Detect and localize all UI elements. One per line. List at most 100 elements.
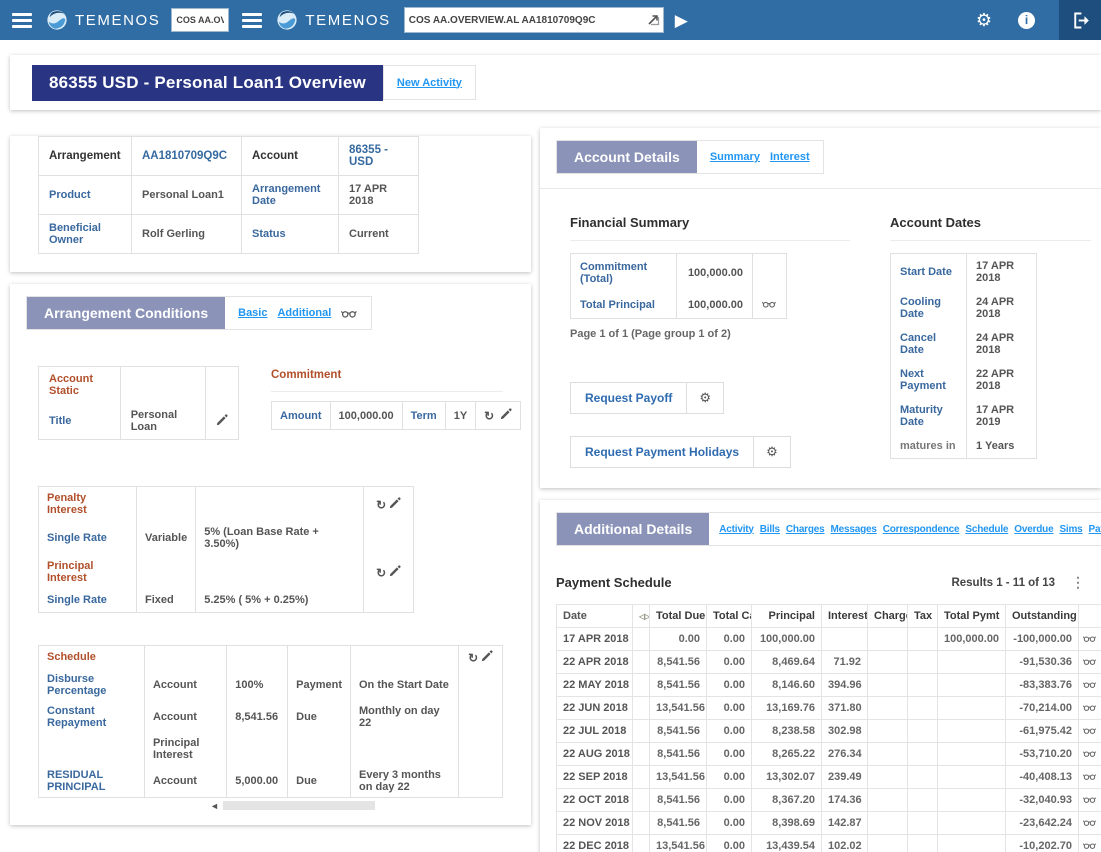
new-activity-link[interactable]: New Activity [397, 77, 462, 89]
gear-icon[interactable] [754, 437, 790, 467]
col-outstanding[interactable]: Outstanding [1006, 605, 1079, 628]
view-details-icon[interactable] [1083, 819, 1097, 826]
account-label: Account [242, 137, 339, 176]
request-payoff-label[interactable]: Request Payoff [571, 383, 687, 413]
info-icon[interactable] [1018, 12, 1035, 29]
view-details-icon[interactable] [1083, 773, 1097, 780]
cell-outstanding: -91,530.36 [1006, 651, 1079, 674]
payment-orders-link[interactable]: Payment Orders [1089, 524, 1101, 535]
view-details-icon[interactable] [1083, 727, 1097, 734]
basic-link[interactable]: Basic [238, 307, 267, 319]
table-row: Start Date17 APR 2018 [891, 254, 1037, 291]
cell-date: 22 APR 2018 [557, 651, 633, 674]
arrangement-date-label: Arrangement Date [242, 176, 339, 215]
request-payoff-button[interactable]: Request Payoff [570, 382, 724, 414]
menu-icon-2[interactable] [242, 13, 262, 28]
cell-outstanding: -40,408.13 [1006, 766, 1079, 789]
table-row: Single Rate Variable 5% (Loan Base Rate … [39, 521, 414, 555]
request-payment-holidays-button[interactable]: Request Payment Holidays [570, 436, 791, 468]
logout-button[interactable] [1059, 0, 1101, 40]
col-charge[interactable]: Charge [868, 605, 908, 628]
edit-icon[interactable] [481, 650, 493, 662]
product-value: Personal Loan1 [132, 176, 242, 215]
view-details-icon[interactable] [762, 300, 777, 308]
table-row: Arrangement AA1810709Q9C Account 86355 -… [39, 137, 419, 176]
overdue-link[interactable]: Overdue [1014, 524, 1053, 535]
globe-icon [276, 9, 298, 31]
scroll-left-icon[interactable] [210, 801, 219, 811]
schedule-cell: Account [144, 701, 226, 733]
refresh-icon[interactable] [484, 409, 494, 423]
col-date[interactable]: Date [557, 605, 633, 628]
interest-table: Penalty Interest Single Rate Variable 5%… [38, 486, 414, 613]
drilldown-icon[interactable] [647, 13, 660, 26]
view-details-icon[interactable] [1083, 842, 1097, 849]
cell-interest: 174.36 [822, 789, 868, 812]
horizontal-scrollbar[interactable] [223, 801, 375, 810]
date-value: 1 Years [967, 434, 1037, 459]
view-details-icon[interactable] [341, 309, 358, 318]
schedule-cell [227, 733, 288, 765]
view-details-icon[interactable] [1083, 635, 1097, 642]
single-rate-label: Single Rate [39, 589, 137, 612]
cell-charge [868, 674, 908, 697]
col-interest[interactable]: Interest [822, 605, 868, 628]
cell-date: 22 DEC 2018 [557, 835, 633, 852]
refresh-icon[interactable] [376, 566, 386, 580]
cell-outstanding: -100,000.00 [1006, 628, 1079, 651]
date-label: Maturity Date [891, 398, 967, 434]
amount-value: 100,000.00 [330, 402, 402, 430]
edit-icon[interactable] [216, 414, 228, 426]
view-details-icon[interactable] [1083, 681, 1097, 688]
command-input-small[interactable] [172, 9, 228, 31]
settings-icon[interactable] [976, 10, 992, 31]
bills-link[interactable]: Bills [760, 524, 780, 535]
request-payment-holidays-label[interactable]: Request Payment Holidays [571, 437, 754, 467]
refresh-icon[interactable] [376, 498, 386, 512]
menu-icon[interactable] [12, 13, 32, 28]
summary-link[interactable]: Summary [710, 151, 760, 163]
gear-icon[interactable] [687, 383, 723, 413]
edit-icon[interactable] [389, 497, 401, 509]
cell-outstanding: -70,214.00 [1006, 697, 1079, 720]
col-total-due[interactable]: Total Due [650, 605, 707, 628]
view-details-icon[interactable] [1083, 750, 1097, 757]
correspondence-link[interactable]: Correspondence [883, 524, 960, 535]
commitment-title: Commitment [271, 366, 503, 381]
view-details-icon[interactable] [1083, 658, 1097, 665]
col-tax[interactable]: Tax [908, 605, 938, 628]
cell-total-cap: 0.00 [707, 674, 752, 697]
commitment-total-label: Commitment (Total) [571, 254, 677, 293]
edit-icon[interactable] [500, 408, 512, 420]
additional-link[interactable]: Additional [277, 307, 331, 319]
col-principal[interactable]: Principal [752, 605, 822, 628]
schedule-row-label: Constant Repayment [39, 701, 145, 733]
messages-link[interactable]: Messages [831, 524, 877, 535]
section-title: Account Details [557, 141, 697, 173]
command-input[interactable] [405, 8, 663, 32]
view-details-icon[interactable] [1083, 796, 1097, 803]
schedule-cell: 5,000.00 [227, 765, 288, 798]
brand-text: TEMENOS [305, 12, 390, 29]
cell-tax [908, 789, 938, 812]
refresh-icon[interactable] [468, 651, 478, 665]
edit-icon[interactable] [389, 565, 401, 577]
interest-link[interactable]: Interest [770, 151, 810, 163]
run-icon[interactable] [675, 12, 688, 29]
schedule-link[interactable]: Schedule [965, 524, 1008, 535]
column-resize-icon[interactable] [639, 612, 649, 621]
col-total-cap[interactable]: Total Cap [707, 605, 752, 628]
cell-total-pymt [938, 674, 1006, 697]
col-total-pymt[interactable]: Total Pymt [938, 605, 1006, 628]
cell-total-cap: 0.00 [707, 697, 752, 720]
account-details-header: Account Details Summary Interest [556, 140, 824, 174]
cell-principal: 13,169.76 [752, 697, 822, 720]
table-row: Total Principal 100,000.00 [571, 292, 787, 319]
rate-type: Fixed [137, 589, 196, 612]
view-details-icon[interactable] [1083, 704, 1097, 711]
kebab-menu-icon[interactable] [1071, 574, 1085, 591]
activity-link[interactable]: Activity [719, 524, 754, 535]
charges-link[interactable]: Charges [786, 524, 825, 535]
cell-interest: 71.92 [822, 651, 868, 674]
sims-link[interactable]: Sims [1059, 524, 1082, 535]
